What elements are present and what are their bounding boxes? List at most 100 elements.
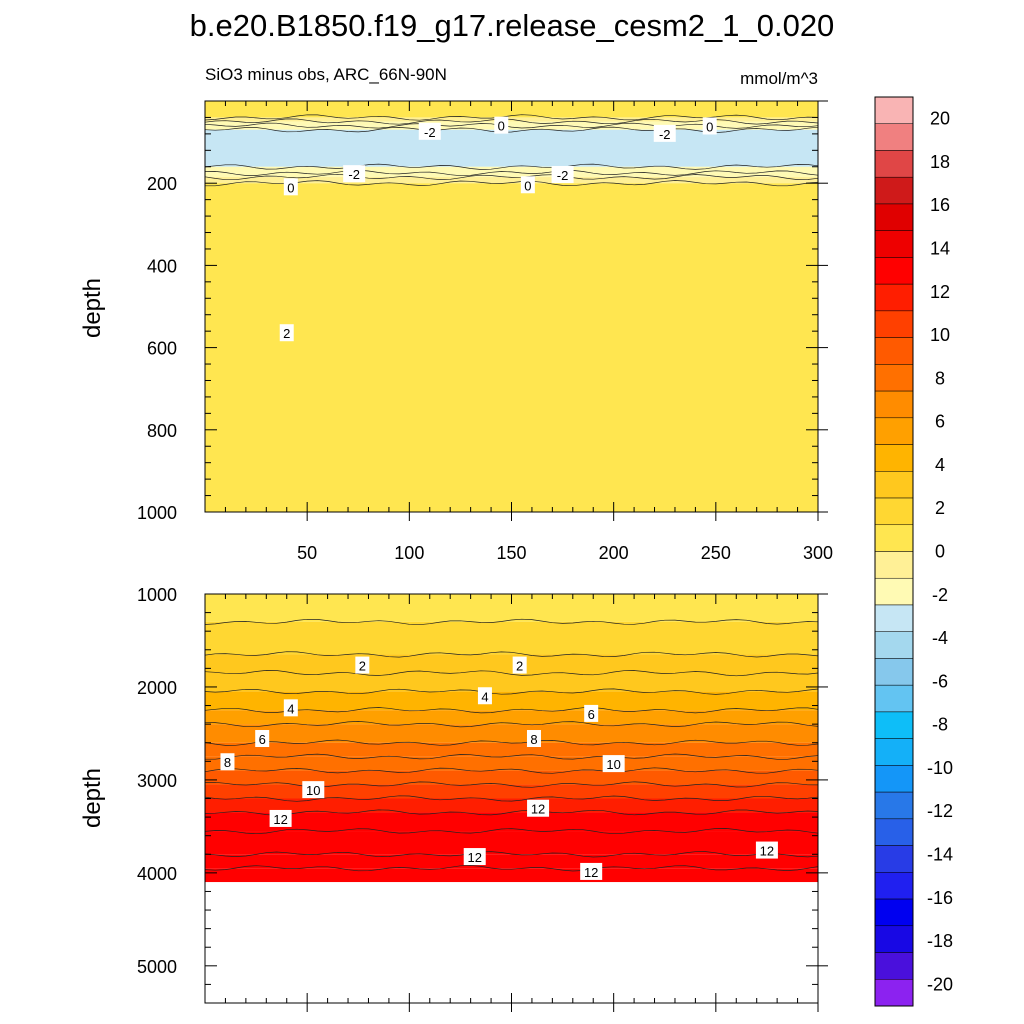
colorbar-swatch [874, 845, 914, 873]
colorbar-swatch [874, 96, 914, 124]
contour-label: 0 [524, 178, 531, 193]
colorbar-swatch [874, 925, 914, 953]
colorbar-label: 6 [935, 412, 945, 432]
contour-label-box [477, 687, 492, 705]
contour-band [205, 756, 818, 771]
contour-label-box [283, 178, 298, 196]
y-tick-label: 3000 [137, 771, 177, 791]
contour-label-box [602, 755, 625, 773]
x-tick-label: 250 [701, 543, 731, 563]
y-tick-label: 2000 [137, 678, 177, 698]
colorbar-swatch [874, 203, 914, 231]
colorbar-label: -6 [932, 671, 948, 691]
contour-band [205, 868, 818, 883]
colorbar-swatch [874, 631, 914, 659]
colorbar-swatch [874, 898, 914, 927]
contour-label-box [527, 799, 550, 817]
upper-ylabel: depth [79, 278, 106, 338]
colorbar-label: 16 [930, 195, 950, 215]
colorbar-swatch [874, 872, 914, 900]
colorbar-label: -12 [927, 801, 953, 821]
contour-label-box [520, 176, 535, 194]
contour-band [205, 784, 818, 799]
colorbar-swatch [874, 417, 914, 445]
contour-line [204, 795, 819, 802]
colorbar-swatch [874, 551, 914, 579]
contour-label: 0 [498, 119, 505, 134]
colorbar-label: 2 [935, 498, 945, 518]
x-tick-label: 200 [599, 543, 629, 563]
colorbar-swatch [874, 791, 914, 820]
colorbar-swatch [874, 818, 914, 846]
colorbar-swatch [874, 684, 914, 713]
colorbar-swatch [874, 738, 914, 766]
contour-line [205, 180, 819, 187]
colorbar-swatch [874, 979, 914, 1007]
colorbar-label: -2 [932, 585, 948, 605]
contour-line [204, 865, 819, 872]
contour-label-box [584, 704, 599, 722]
y-tick-label: 800 [147, 421, 177, 441]
figure-title: b.e20.B1850.f19_g17.release_cesm2_1_0.02… [190, 8, 835, 43]
contour-label-box [551, 165, 574, 183]
contour-line [204, 828, 819, 835]
contour-label-box [653, 124, 676, 142]
colorbar-swatch [874, 257, 914, 285]
contour-label-box [269, 809, 292, 827]
colorbar-label: 12 [930, 282, 950, 302]
colorbar-swatch [874, 123, 914, 151]
contour-line [204, 688, 819, 695]
colorbar-swatch [874, 711, 914, 739]
colorbar-swatch [874, 577, 914, 606]
colorbar-label: 18 [930, 152, 950, 172]
colorbar-label: -16 [927, 888, 953, 908]
y-tick-label: 600 [147, 339, 177, 359]
colorbar-label: -10 [927, 758, 953, 778]
colorbar-swatch [874, 471, 914, 499]
colorbar-swatch [874, 337, 914, 365]
contour-label-box [355, 656, 370, 674]
contour-label: -2 [348, 167, 360, 182]
colorbar-swatch [874, 150, 914, 178]
contour-label-box [526, 730, 541, 748]
contour-line [204, 651, 819, 658]
contour-label-box [418, 122, 441, 140]
colorbar-label: -18 [927, 931, 953, 951]
y-tick-label: 1000 [137, 585, 177, 605]
contour-label: 12 [467, 850, 481, 865]
contour-label-box [580, 862, 603, 880]
colorbar-frame [874, 96, 914, 1007]
contour-label: 6 [259, 732, 266, 747]
contour-label: 6 [588, 707, 595, 722]
contour-label: 12 [273, 812, 287, 827]
contour-line [204, 114, 819, 121]
colorbar-swatch [874, 283, 914, 312]
colorbar-label: 20 [930, 109, 950, 129]
colorbar-label: -4 [932, 628, 948, 648]
contour-line [204, 739, 819, 746]
contour-band [205, 654, 818, 674]
colorbar-swatch [874, 952, 914, 980]
contour-label-box [302, 781, 325, 799]
contour-band [205, 812, 818, 832]
x-tick-label: 50 [297, 543, 317, 563]
y-tick-label: 1000 [137, 503, 177, 523]
colorbar-label: 0 [935, 542, 945, 562]
contour-band [205, 854, 818, 869]
colorbar-label: -8 [932, 715, 948, 735]
contour-label-box [494, 116, 509, 134]
colorbar-swatch [874, 497, 914, 526]
contour-band [205, 172, 818, 178]
contour-line [205, 753, 819, 760]
contour-label: 12 [584, 865, 598, 880]
contour-band [205, 742, 818, 757]
colorbar-swatch [874, 364, 914, 392]
contour-band [205, 121, 818, 126]
contour-label-box [512, 656, 527, 674]
x-tick-label: 150 [496, 543, 526, 563]
colorbar-label: 8 [935, 368, 945, 388]
contour-band [205, 129, 818, 167]
colorbar-swatch [874, 444, 914, 472]
contour-band [205, 673, 818, 692]
